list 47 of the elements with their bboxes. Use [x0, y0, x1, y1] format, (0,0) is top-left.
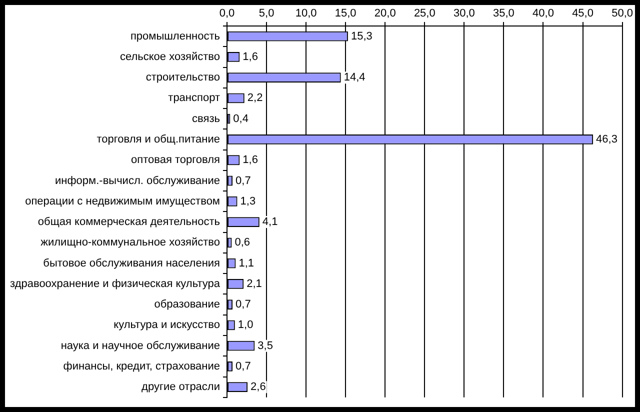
- data-label: 1,6: [242, 154, 258, 166]
- y-tick-label: здравоохранение и физическая культура: [10, 278, 221, 290]
- y-tick-label: сельское хозяйство: [120, 50, 220, 63]
- y-tick-label: операции с недвижимым имуществом: [25, 195, 220, 208]
- data-label: 1,3: [240, 195, 256, 208]
- data-label: 15,3: [350, 30, 372, 42]
- x-tick-label: 30,0: [453, 7, 475, 20]
- data-label: 0,7: [236, 360, 251, 372]
- data-label: 14,4: [344, 72, 366, 84]
- y-tick-label: наука и научное обслуживание: [60, 340, 220, 352]
- x-tick-label: 35,0: [492, 7, 514, 20]
- y-tick-label: оптовая торговля: [131, 154, 220, 166]
- y-tick-label: строительство: [146, 72, 220, 84]
- y-tick-label: финансы, кредит, страхование: [63, 360, 220, 372]
- y-tick-label: связь: [192, 112, 220, 125]
- x-tick-label: 50,0: [612, 7, 634, 20]
- data-label: 2,1: [246, 278, 262, 290]
- y-tick-label: промышленность: [130, 30, 220, 42]
- data-label: 1,1: [238, 257, 254, 270]
- data-label: 3,5: [258, 340, 273, 352]
- x-tick-label: 15,0: [334, 7, 356, 20]
- data-label: 2,2: [247, 92, 263, 104]
- x-tick-label: 45,0: [572, 7, 594, 20]
- data-label: 0,6: [234, 236, 250, 249]
- y-tick-label: культура и искусство: [114, 319, 220, 332]
- x-tick-label: 10,0: [295, 7, 317, 20]
- data-label: 4,1: [262, 216, 278, 228]
- y-tick-label: образование: [154, 298, 220, 311]
- x-tick-label: 0,0: [219, 7, 235, 20]
- data-label: 1,6: [242, 50, 258, 63]
- y-tick-label: торговля и общ.питание: [96, 134, 220, 146]
- data-label: 0,7: [236, 298, 251, 311]
- data-label: 0,7: [236, 174, 251, 187]
- y-tick-label: бытовое обслуживания населения: [43, 257, 220, 270]
- y-tick-label: другие отрасли: [142, 381, 220, 394]
- y-tick-label: информ.-вычисл. обслуживание: [55, 174, 220, 187]
- x-tick-label: 20,0: [374, 7, 396, 20]
- data-label: 2,6: [250, 381, 266, 394]
- data-label: 46,3: [596, 134, 618, 146]
- y-tick-label: жилищно-коммунальное хозяйство: [40, 236, 220, 249]
- data-label: 0,4: [233, 112, 248, 125]
- x-tick-label: 40,0: [532, 7, 554, 20]
- x-tick-label: 5,0: [258, 7, 274, 20]
- y-tick-label: общая коммерческая деятельность: [38, 216, 220, 228]
- data-label: 1,0: [238, 319, 254, 332]
- x-tick-label: 25,0: [414, 7, 436, 20]
- y-tick-label: транспорт: [168, 92, 220, 104]
